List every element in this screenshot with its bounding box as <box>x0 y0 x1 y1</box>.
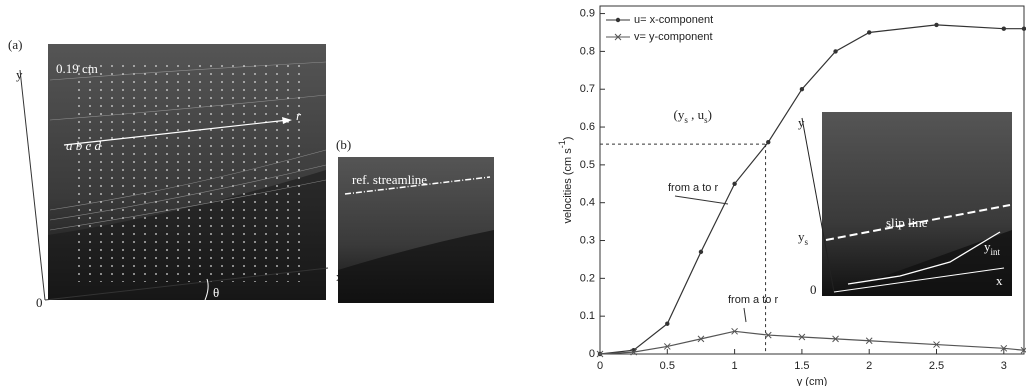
label: velocities (cm s-1) <box>557 137 574 224</box>
label-part: ) <box>708 107 712 122</box>
label-part: , u <box>688 107 705 122</box>
x-tick-label: 2 <box>866 360 872 372</box>
grid-dots <box>70 62 300 282</box>
point <box>798 333 806 341</box>
label: 0 <box>36 295 43 310</box>
label: ys <box>798 229 809 247</box>
interface <box>847 231 1001 285</box>
slip-line <box>825 204 1011 241</box>
point <box>630 348 638 356</box>
label: yint <box>984 239 1001 257</box>
label-part: -1 <box>557 140 567 148</box>
arrow-head <box>282 117 292 124</box>
label: y <box>16 67 23 82</box>
annotation-line <box>674 195 729 205</box>
point <box>766 139 771 145</box>
label-part: (y <box>674 107 685 122</box>
point <box>596 350 604 358</box>
y-tick-label: 0.5 <box>580 159 595 171</box>
label-part: s <box>704 115 708 125</box>
label-part: s <box>684 115 688 125</box>
point <box>1000 344 1008 352</box>
arrow <box>63 119 289 146</box>
angle-arc <box>204 278 209 301</box>
point <box>1020 346 1026 354</box>
x-tick-label: 1.5 <box>794 360 809 372</box>
x-arrow <box>44 267 329 301</box>
label-part: y <box>984 239 991 254</box>
point <box>663 343 671 350</box>
point <box>731 327 738 335</box>
legend-label: u= x-component <box>634 14 713 26</box>
point <box>865 337 873 345</box>
y-tick-label: 0.3 <box>580 234 595 246</box>
inset-axis <box>801 117 835 293</box>
series-line <box>599 24 1024 355</box>
point <box>697 335 705 343</box>
label: (ys , us) <box>674 107 712 125</box>
annotation: from a to r <box>668 182 718 194</box>
point <box>698 249 704 255</box>
y-tick-label: 0.9 <box>580 7 595 19</box>
x-tick-label: 0.5 <box>660 360 675 372</box>
x-tick-label: 1 <box>732 360 738 372</box>
legend-label: v= y-component <box>634 31 713 43</box>
streamline <box>344 176 491 195</box>
panel-label: (a) <box>8 37 22 52</box>
panel-a: (a) r a b c d 0.19 cm y x 0 θ <box>8 37 343 310</box>
point <box>832 335 839 343</box>
label: θ <box>213 285 219 300</box>
annotation: from a to r <box>728 294 778 306</box>
inset-axis <box>833 267 1005 293</box>
panel-label: (b) <box>336 137 351 152</box>
label-part: ) <box>562 137 574 141</box>
x-tick-label: 2.5 <box>929 360 944 372</box>
y-tick-label: 0.8 <box>580 45 595 57</box>
label-part: int <box>991 247 1001 257</box>
point <box>934 22 939 28</box>
point <box>933 341 940 348</box>
chart: 0 0.1 0.2 0.3 0.4 0.5 0.6 0.7 0.8 0.9 0 0.5 1 1.5 2 2.5… <box>557 5 1026 386</box>
y-tick-label: 0.1 <box>580 310 595 322</box>
label: r <box>296 108 302 123</box>
label: a b c d <box>66 138 102 153</box>
y-arrow <box>19 69 46 301</box>
annotation-line <box>743 307 747 323</box>
y-tick-label: 0.6 <box>580 121 595 133</box>
point <box>833 49 838 54</box>
panel-b: (b) ref. streamline <box>336 137 494 303</box>
y-tick-label: 0.2 <box>580 272 595 284</box>
y-tick-label: 0.4 <box>580 197 595 209</box>
label-part: y <box>798 229 805 244</box>
series-line <box>599 330 1025 355</box>
legend-marker <box>614 33 622 41</box>
label: x <box>996 273 1003 288</box>
point <box>1001 26 1007 31</box>
y-tick-label: 0 <box>589 348 595 360</box>
x-tick-label: 0 <box>597 360 603 372</box>
point <box>732 181 737 186</box>
point <box>867 30 872 35</box>
point <box>1021 26 1026 31</box>
plot-frame <box>599 5 1025 355</box>
dark-region <box>338 230 494 303</box>
scale: 0.19 cm <box>56 61 98 76</box>
legend-marker <box>615 17 621 23</box>
point <box>665 321 670 326</box>
label: slip line <box>886 215 928 230</box>
point <box>799 87 805 92</box>
label: y <box>798 115 805 130</box>
label-part: velocities (cm s <box>562 148 574 224</box>
label-part: s <box>805 237 809 247</box>
label: 0 <box>810 282 817 297</box>
x-tick-label: 3 <box>1001 360 1007 372</box>
point <box>764 331 772 339</box>
y-tick-label: 0.7 <box>580 83 595 95</box>
label: ref. streamline <box>352 172 427 187</box>
inset-dark <box>822 230 1012 296</box>
x-axis-label: y (cm) <box>797 376 828 386</box>
